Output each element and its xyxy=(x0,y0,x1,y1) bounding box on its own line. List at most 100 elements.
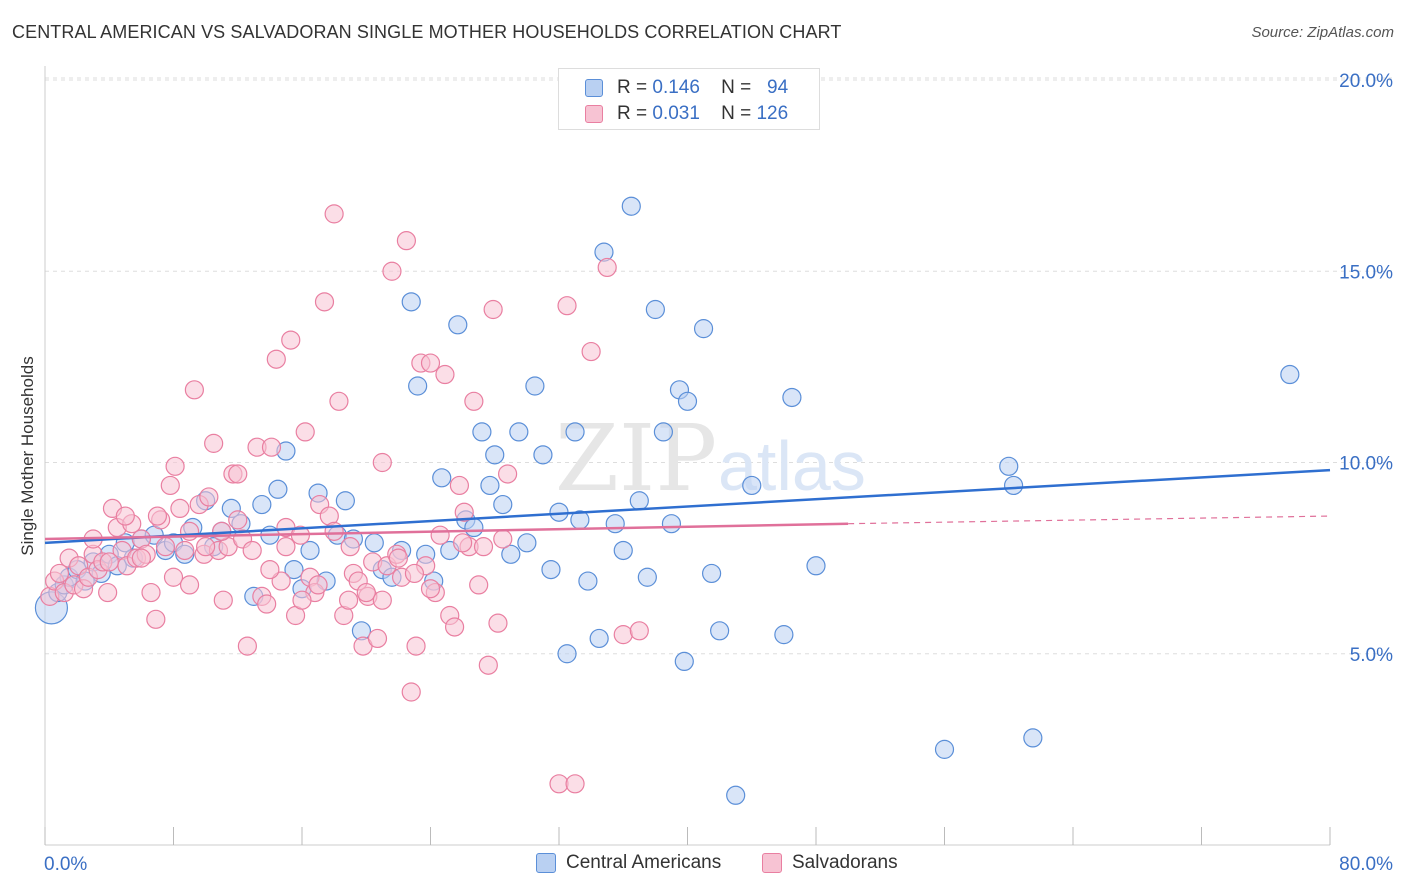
r-value: 0.031 xyxy=(652,103,700,124)
salvadoran-point xyxy=(199,487,219,507)
central-american-point xyxy=(501,544,521,564)
salvadoran-point xyxy=(175,540,195,561)
salvadoran-point xyxy=(308,575,328,595)
salvadoran-point xyxy=(99,552,119,572)
central-american-point xyxy=(525,376,545,396)
central-american-point xyxy=(589,628,609,649)
chart-title: CENTRAL AMERICAN VS SALVADORAN SINGLE MO… xyxy=(12,22,842,42)
salvadoran-point xyxy=(488,613,508,633)
source-label: Source: ZipAtlas.com xyxy=(1251,24,1394,41)
n-value: 94 xyxy=(767,77,789,98)
salvadoran-point xyxy=(196,537,216,557)
salvadoran-point xyxy=(420,579,441,599)
central-american-point xyxy=(742,475,762,496)
central-american-point xyxy=(661,514,682,534)
salvadoran-point xyxy=(444,617,465,637)
salvadoran-point xyxy=(406,636,426,656)
salvadoran-point xyxy=(141,582,161,603)
salvadoran-point xyxy=(372,590,392,610)
salvadoran-point xyxy=(131,548,151,568)
central-american-point xyxy=(284,559,304,580)
salvadoran-point xyxy=(165,456,185,476)
central-american-point xyxy=(432,468,452,488)
central-american-point xyxy=(934,739,955,759)
salvadoran-point xyxy=(49,563,70,584)
salvadoran-point xyxy=(242,540,262,561)
central-american-point xyxy=(472,422,492,442)
salvadoran-point xyxy=(160,475,180,496)
y-tick-label: 10.0% xyxy=(1339,454,1393,475)
central-american-point xyxy=(509,422,529,442)
salvadoran-point xyxy=(430,525,450,545)
central-american-point xyxy=(782,387,802,408)
central-american-point xyxy=(674,651,694,672)
salvadoran-point xyxy=(396,231,417,251)
salvadoran-point xyxy=(237,636,257,656)
salvadoran-point xyxy=(493,529,513,549)
central-american-point xyxy=(480,475,500,496)
salvadoran-point xyxy=(257,594,277,614)
central-american-point xyxy=(621,196,641,216)
salvadoran-point xyxy=(464,391,484,411)
salvadoran-point xyxy=(266,349,286,369)
r-value: 0.146 xyxy=(652,77,700,98)
central-american-point xyxy=(364,533,384,553)
salvadorans-trendline xyxy=(44,522,849,541)
salvadoran-point xyxy=(478,655,498,675)
stats-legend: R = 0.146 N = 94 R = 0.031 N = 126 xyxy=(558,68,820,130)
salvadoran-point xyxy=(356,582,376,603)
legend-swatch-blue xyxy=(585,79,603,97)
salvadoran-point xyxy=(179,575,200,595)
central-american-point xyxy=(1280,364,1300,385)
salvadoran-point xyxy=(613,625,633,645)
r-label: R = xyxy=(617,103,648,124)
salvadoran-point xyxy=(281,330,301,350)
salvadoran-point xyxy=(179,521,200,541)
salvadoran-point xyxy=(453,533,473,553)
central-american-point xyxy=(645,299,665,320)
central-american-point xyxy=(653,422,674,442)
central-american-point xyxy=(629,491,649,511)
n-value: 126 xyxy=(756,103,789,124)
r-label: R = xyxy=(617,77,648,98)
central-american-point xyxy=(448,315,468,335)
salvadoran-point xyxy=(213,590,233,610)
central-american-point xyxy=(605,514,625,534)
central-american-point xyxy=(677,391,698,411)
y-tick-label: 15.0% xyxy=(1339,262,1393,283)
salvadoran-point xyxy=(629,621,649,641)
salvadoran-point xyxy=(260,559,280,580)
central-american-point xyxy=(252,494,272,515)
central-american-point xyxy=(701,563,722,584)
salvadoran-point xyxy=(372,452,392,473)
salvadoran-point xyxy=(449,475,470,496)
y-tick-label: 5.0% xyxy=(1350,645,1393,666)
x-tick-label: 80.0% xyxy=(1339,854,1393,875)
salvadoran-point xyxy=(329,391,349,411)
salvadoran-point xyxy=(261,437,282,457)
salvadoran-point xyxy=(292,590,312,610)
central-american-point xyxy=(401,292,421,312)
salvadoran-point xyxy=(435,364,455,385)
salvadoran-point xyxy=(295,422,315,442)
series-legend: Central Americans Salvadorans xyxy=(0,852,1406,876)
salvadoran-point xyxy=(184,380,204,400)
salvadoran-point xyxy=(163,567,184,587)
salvadoran-point xyxy=(155,537,176,557)
salvadoran-point xyxy=(228,464,248,484)
central-american-point xyxy=(533,445,553,465)
central-american-point xyxy=(999,456,1019,476)
y-tick-label: 20.0% xyxy=(1339,71,1393,92)
salvadoran-point xyxy=(147,506,168,526)
salvadoran-point xyxy=(454,502,474,522)
legend-swatch-pink xyxy=(585,105,603,123)
legend-swatch-blue xyxy=(536,853,556,873)
central-american-point xyxy=(300,540,320,561)
salvadoran-point xyxy=(469,575,489,595)
salvadoran-point xyxy=(314,292,335,312)
salvadoran-point xyxy=(549,774,569,794)
salvadoran-point xyxy=(276,537,296,557)
central-american-point xyxy=(517,533,537,553)
salvadorans-trendline-extension xyxy=(848,515,1331,525)
